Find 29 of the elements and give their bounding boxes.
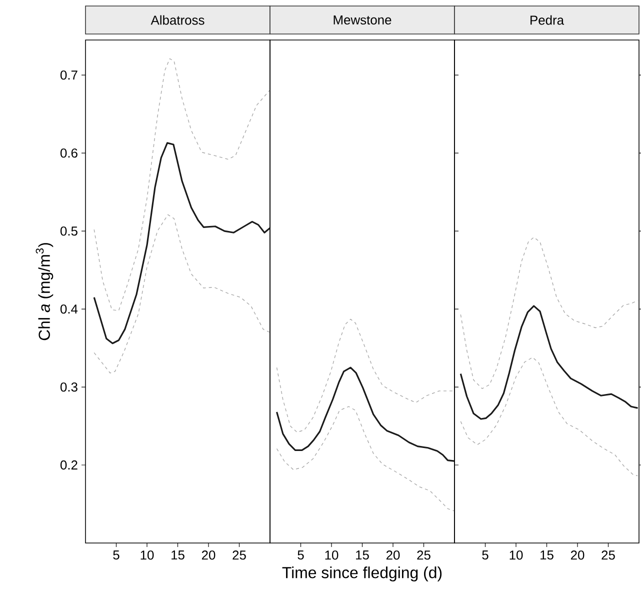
y-tick-label: 0.7 [60, 70, 78, 80]
x-tick-label: 10 [325, 550, 338, 560]
x-tick-label: 20 [570, 550, 584, 560]
x-tick-label: 25 [417, 550, 430, 560]
x-tick-label: 25 [602, 550, 615, 560]
y-tick-label: 0.2 [60, 460, 78, 470]
x-tick-label: 5 [298, 550, 304, 560]
y-tick-label: 0.4 [60, 304, 78, 314]
line-series [93, 142, 270, 344]
x-tick-label: 15 [540, 550, 554, 560]
chart-title: Pedra [530, 15, 564, 25]
x-tick-label: 25 [232, 550, 246, 560]
x-tick-label: 5 [113, 550, 120, 560]
y-tick-label: 0.5 [60, 226, 78, 236]
x-tick-label: 20 [202, 550, 216, 560]
y-tick-label: 0.3 [60, 382, 78, 392]
line-series [94, 58, 270, 311]
x-tick-label: 15 [356, 550, 369, 560]
chart-title: Albatross [150, 15, 204, 25]
x-tick-label: 15 [172, 550, 184, 560]
x-axis-title: Time since fledging (d) [282, 566, 442, 582]
chart-title: Mewstone [334, 15, 392, 25]
x-tick-label: 5 [482, 550, 488, 560]
line-series [94, 214, 270, 374]
x-tick-label: 10 [140, 550, 154, 560]
x-tick-label: 10 [510, 550, 523, 560]
y-tick-label: 0.6 [60, 148, 78, 158]
x-tick-label: 20 [386, 550, 400, 560]
y-axis-title: Chl a (mg/m$^{3}$) [36, 243, 54, 340]
